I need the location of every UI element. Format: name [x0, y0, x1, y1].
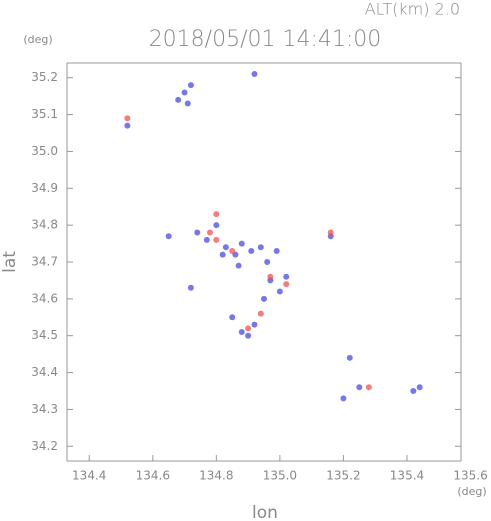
echo-point	[187, 82, 194, 89]
x-tick-label: 134.4	[72, 469, 106, 483]
y-tick-label: 34.3	[31, 402, 58, 416]
echo-point	[213, 222, 220, 229]
echo-point	[267, 273, 274, 280]
echo-point	[229, 247, 236, 254]
echo-point	[206, 229, 213, 236]
y-tick-label: 34.7	[31, 255, 58, 269]
echo-point	[238, 240, 245, 247]
echo-point	[222, 244, 229, 251]
echo-point	[273, 247, 280, 254]
y-tick-label: 34.2	[31, 439, 58, 453]
x-tick-label: 135.0	[263, 469, 297, 483]
echo-point	[165, 233, 172, 240]
echo-point	[187, 284, 194, 291]
echo-point	[213, 211, 220, 218]
plot-frame	[66, 62, 462, 462]
echo-point	[251, 321, 258, 328]
echo-point	[124, 122, 131, 129]
y-tick-label: 34.5	[31, 328, 58, 342]
echo-point	[410, 387, 417, 394]
echo-point	[251, 71, 258, 78]
echo-point	[203, 236, 210, 243]
echo-point	[416, 384, 423, 391]
x-tick-label: 135.6	[453, 469, 487, 483]
y-tick-label: 34.9	[31, 181, 58, 195]
echo-point	[181, 89, 188, 96]
echo-point	[257, 244, 264, 251]
x-tick-label: 135.4	[390, 469, 424, 483]
echo-point	[346, 354, 353, 361]
echo-point	[356, 384, 363, 391]
echo-point	[365, 384, 372, 391]
echo-point	[245, 332, 252, 339]
y-tick-label: 35.1	[31, 107, 58, 121]
echo-point	[276, 288, 283, 295]
echo-point	[327, 229, 334, 236]
x-tick-label: 134.8	[199, 469, 233, 483]
echo-point	[245, 325, 252, 332]
echo-point	[235, 262, 242, 269]
echo-point	[194, 229, 201, 236]
echo-point	[261, 295, 267, 302]
echo-point	[248, 247, 255, 254]
echo-point	[264, 259, 271, 265]
x-axis-label: lon	[252, 503, 278, 521]
echo-point	[340, 395, 347, 402]
echo-point	[213, 236, 220, 243]
echo-point	[175, 96, 182, 103]
y-axis-label: lat	[0, 251, 20, 273]
echo-point	[283, 281, 290, 288]
x-unit: (deg)	[457, 485, 486, 498]
echo-point	[229, 314, 236, 321]
y-tick-label: 34.4	[31, 365, 58, 379]
y-tick-label: 35.2	[31, 70, 58, 84]
y-tick-label: 34.6	[31, 291, 58, 305]
echo-point	[283, 273, 290, 280]
x-tick-label: 135.2	[326, 469, 360, 483]
y-unit: (deg)	[23, 33, 52, 46]
chart-title: 2018/05/01 14:41:00	[149, 27, 382, 52]
echo-point	[184, 100, 191, 107]
echo-point	[257, 310, 264, 317]
echo-point	[219, 251, 226, 258]
x-tick-label: 134.6	[136, 469, 170, 483]
echo-point	[124, 115, 131, 122]
y-tick-label: 34.8	[31, 218, 58, 232]
echo-point	[238, 329, 245, 336]
subtitle: ALT(km) 2.0	[365, 0, 460, 19]
y-tick-label: 35.0	[31, 144, 58, 158]
